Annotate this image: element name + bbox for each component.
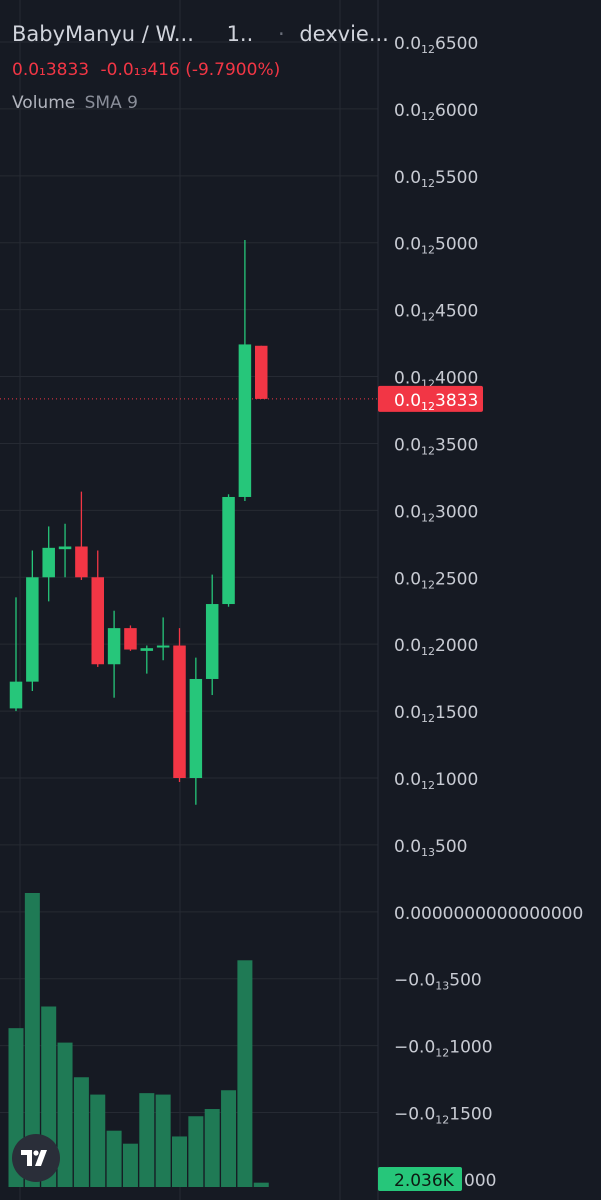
volume-bar[interactable]: [253, 1182, 269, 1187]
candle-body[interactable]: [238, 344, 252, 497]
price-axis-label: 0.0000000000000000: [394, 904, 583, 924]
candle-body[interactable]: [156, 645, 170, 648]
volume-bar[interactable]: [172, 1136, 187, 1187]
candle-body[interactable]: [205, 604, 219, 679]
volume-bar[interactable]: [122, 1143, 138, 1187]
candle-body[interactable]: [26, 577, 39, 682]
volume-bar[interactable]: [73, 1077, 89, 1187]
candle-body[interactable]: [9, 681, 23, 709]
price-axis-label: 0.0123000: [394, 502, 478, 524]
price-axis-label: 0.0121000: [394, 770, 478, 792]
ohlc-readout: 0.0₁3833 -0.0₁₃416 (-9.7900%): [12, 60, 280, 80]
sma-label: SMA 9: [84, 93, 138, 113]
volume-bar[interactable]: [106, 1130, 122, 1187]
tradingview-logo-icon[interactable]: [12, 1134, 60, 1182]
price-axis-label: 0.0126000: [394, 101, 478, 123]
price-change-percent: (-9.7900%): [185, 60, 281, 80]
price-axis-label: −0.013500: [394, 971, 482, 993]
volume-bar[interactable]: [237, 960, 253, 1187]
volume-bar[interactable]: [24, 893, 40, 1187]
volume-bar[interactable]: [90, 1094, 106, 1187]
symbol-header[interactable]: BabyManyu / W... 1.. · dexvie...: [12, 22, 389, 46]
price-axis-label: 0.0125500: [394, 168, 478, 190]
candle-body[interactable]: [222, 496, 235, 605]
volume-bar[interactable]: [155, 1094, 171, 1187]
price-axis-label: −0.0121000: [394, 1038, 493, 1060]
price-axis-label: 0.0124000: [394, 369, 478, 391]
candle-body[interactable]: [173, 645, 186, 778]
current-price-tag: [378, 385, 483, 412]
volume-label: Volume: [12, 93, 76, 113]
volume-value-tag-label: 2.036K: [394, 1171, 455, 1191]
price-axis-label: 0.013500: [394, 837, 468, 859]
price-axis-label: 0.0121500: [394, 703, 478, 725]
data-source-label: dexvie...: [299, 22, 389, 46]
volume-bar[interactable]: [221, 1090, 237, 1187]
candle-body[interactable]: [58, 546, 72, 550]
current-price-tag-label: 0.0123833: [394, 391, 478, 413]
price-axis-label: 0.0126500: [394, 34, 478, 56]
pair-name[interactable]: BabyManyu / W...: [12, 22, 194, 46]
candle-body[interactable]: [189, 678, 203, 778]
price-axis-label: 0.0122000: [394, 636, 478, 658]
candle-body[interactable]: [42, 547, 55, 578]
candle-body[interactable]: [75, 546, 88, 578]
candle-body[interactable]: [140, 648, 154, 651]
candle-body[interactable]: [107, 628, 121, 665]
price-axis-label: 0.0125000: [394, 235, 478, 257]
last-price: 0.0₁3833: [12, 60, 90, 80]
price-change: -0.0₁₃416: [100, 60, 180, 80]
candle-body[interactable]: [255, 345, 268, 399]
price-axis-label: 0.0123500: [394, 435, 478, 457]
volume-bar[interactable]: [139, 1093, 155, 1187]
price-axis-label: 0.0124500: [394, 302, 478, 324]
volume-bar[interactable]: [188, 1116, 204, 1187]
price-axis-label: −0.0121500: [394, 1105, 493, 1127]
volume-bar[interactable]: [204, 1109, 220, 1187]
volume-axis-label: 000: [464, 1171, 496, 1191]
tv-logo-glyph: [21, 1150, 47, 1166]
volume-value-tag: [378, 1167, 462, 1191]
price-axis-label: 0.0122500: [394, 569, 478, 591]
volume-bar[interactable]: [57, 1042, 73, 1187]
volume-indicator-legend[interactable]: Volume SMA 9: [12, 93, 138, 113]
separator-dot: ·: [277, 22, 285, 46]
candle-body[interactable]: [124, 628, 137, 650]
interval-label[interactable]: 1..: [226, 22, 254, 46]
candle-body[interactable]: [91, 577, 105, 665]
